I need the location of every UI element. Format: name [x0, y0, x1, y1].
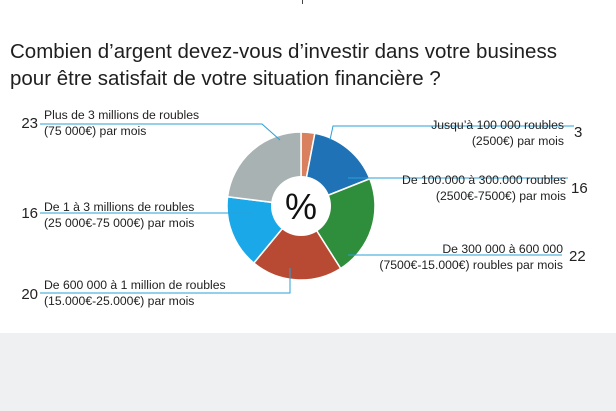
leader-line: [329, 125, 574, 141]
leader-lines: [40, 123, 574, 294]
chart-title-line2: pour être satisfait de votre situation f…: [10, 67, 441, 90]
chart-title-line1: Combien d’argent devez-vous d’investir d…: [10, 40, 557, 63]
donut-hole: [271, 176, 331, 236]
slice-value: 16: [571, 180, 588, 197]
slice-label-line2: (2500€) par mois: [471, 134, 564, 148]
slice-label: De 300 000 à 600 000 (7500€-15.000€) roub…: [379, 241, 563, 273]
slice-label: De 100.000 à 300.000 roubles (2500€-7500€…: [402, 172, 566, 204]
slice-label-line1: De 300 000 à 600 000: [442, 242, 563, 256]
chart-title: Combien d’argent devez-vous d’investir d…: [10, 38, 610, 92]
bottom-band: [0, 333, 616, 411]
percent-symbol: %: [285, 186, 317, 227]
slice-value: 22: [569, 248, 586, 265]
pie-chart: %: [40, 123, 574, 294]
slice-label-line1: Jusqu’à 100 000 roubles: [431, 118, 564, 132]
slice-value: 23: [21, 115, 38, 132]
slice-value: 16: [21, 205, 38, 222]
slice-label-line2: (2500€-7500€) par mois: [435, 189, 566, 203]
slice-label: Jusqu’à 100 000 roubles (2500€) par mois: [431, 117, 564, 149]
pie-slice: [252, 204, 342, 281]
slice-label: De 1 à 3 millions de roubles (25 000€-75 …: [44, 199, 194, 231]
slice-value: 3: [574, 124, 583, 141]
slice-value: 20: [21, 286, 38, 303]
slice-label-line1: De 100.000 à 300.000 roubles: [402, 173, 566, 187]
leader-line: [40, 268, 291, 294]
slice-label-line1: Plus de 3 millions de roubles: [44, 108, 200, 122]
top-tick-mark: [302, 0, 303, 4]
leader-line: [40, 123, 281, 141]
slice-label-line1: De 1 à 3 millions de roubles: [44, 200, 195, 214]
slice-label: Plus de 3 millions de roubles (75 000€) p…: [44, 107, 199, 139]
slice-label-line2: (25 000€-75 000€) par mois: [44, 216, 195, 230]
slice-label: De 600 000 à 1 million de roubles (15.000…: [44, 277, 226, 309]
slice-label-line2: (75 000€) par mois: [44, 124, 147, 138]
slice-label-line1: De 600 000 à 1 million de roubles: [44, 278, 226, 292]
slice-label-line2: (7500€-15.000€) roubles par mois: [379, 258, 563, 272]
slice-label-line2: (15.000€-25.000€) par mois: [44, 294, 195, 308]
